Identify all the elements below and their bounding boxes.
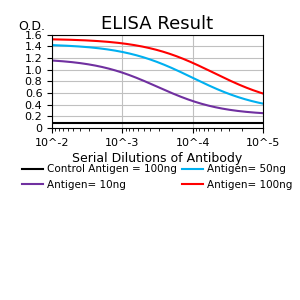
- X-axis label: Serial Dilutions of Antibody: Serial Dilutions of Antibody: [72, 152, 243, 165]
- Control Antigen = 100ng: [50, 122, 54, 125]
- Antigen= 10ng: [164, 89, 168, 92]
- Line: Antigen= 10ng: Antigen= 10ng: [52, 61, 263, 113]
- Antigen= 10ng: [261, 111, 265, 115]
- Text: O.D.: O.D.: [19, 20, 46, 33]
- Antigen= 100ng: [261, 92, 265, 95]
- Antigen= 100ng: [176, 55, 179, 58]
- Control Antigen = 100ng: [152, 122, 155, 125]
- Control Antigen = 100ng: [223, 122, 227, 125]
- Antigen= 10ng: [176, 94, 179, 97]
- Antigen= 50ng: [50, 43, 54, 47]
- Control Antigen = 100ng: [176, 122, 179, 125]
- Antigen= 100ng: [223, 76, 227, 80]
- Antigen= 10ng: [223, 107, 227, 111]
- Antigen= 10ng: [152, 83, 155, 87]
- Antigen= 50ng: [261, 102, 265, 105]
- Control Antigen = 100ng: [256, 122, 260, 125]
- Antigen= 10ng: [256, 111, 260, 115]
- Line: Antigen= 100ng: Antigen= 100ng: [52, 39, 263, 94]
- Control Antigen = 100ng: [151, 122, 154, 125]
- Antigen= 100ng: [256, 90, 260, 94]
- Antigen= 50ng: [176, 69, 179, 72]
- Legend: Control Antigen = 100ng, Antigen= 10ng, Antigen= 50ng, Antigen= 100ng: Control Antigen = 100ng, Antigen= 10ng, …: [19, 161, 296, 193]
- Antigen= 10ng: [50, 59, 54, 62]
- Antigen= 50ng: [223, 91, 227, 94]
- Antigen= 100ng: [50, 38, 54, 41]
- Antigen= 100ng: [151, 47, 154, 51]
- Antigen= 50ng: [164, 64, 168, 68]
- Antigen= 50ng: [152, 59, 155, 62]
- Control Antigen = 100ng: [261, 122, 265, 125]
- Title: ELISA Result: ELISA Result: [101, 15, 214, 33]
- Line: Antigen= 50ng: Antigen= 50ng: [52, 45, 263, 104]
- Antigen= 50ng: [151, 58, 154, 62]
- Antigen= 100ng: [164, 51, 168, 55]
- Antigen= 10ng: [151, 83, 154, 86]
- Control Antigen = 100ng: [164, 122, 168, 125]
- Antigen= 100ng: [152, 47, 155, 51]
- Antigen= 50ng: [256, 101, 260, 104]
